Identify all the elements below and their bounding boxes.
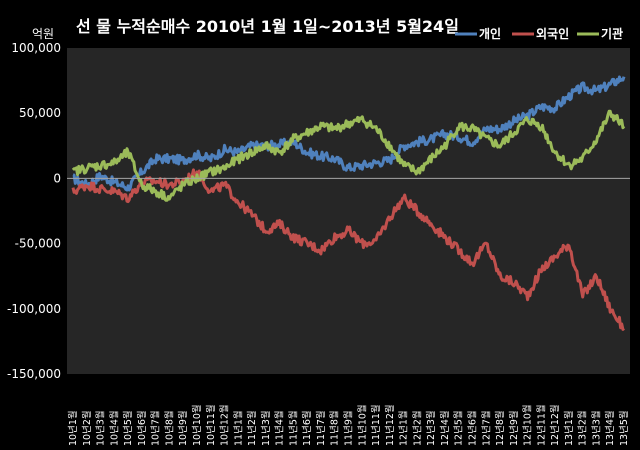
y-tick-label: -100,000 bbox=[7, 302, 61, 316]
x-tick-label: 11년10월 bbox=[356, 404, 368, 446]
x-tick-label: 11년6월 bbox=[301, 410, 313, 446]
x-tick-label: 10년6월 bbox=[136, 410, 148, 446]
x-tick-label: 11년9월 bbox=[343, 410, 355, 446]
x-tick-label: 13년4월 bbox=[604, 410, 616, 446]
x-tick-label: 12년8월 bbox=[494, 410, 506, 446]
x-tick-label: 12년3월 bbox=[425, 410, 437, 446]
x-tick-label: 10년3월 bbox=[95, 410, 107, 446]
x-tick-label: 12년12월 bbox=[549, 404, 561, 446]
x-tick-label: 12년9월 bbox=[508, 410, 520, 446]
legend-label-1: 개인 bbox=[479, 26, 501, 41]
x-tick-label: 10년7월 bbox=[150, 410, 162, 446]
x-tick-label: 12년2월 bbox=[411, 410, 423, 446]
x-tick-label: 10년12월 bbox=[219, 404, 231, 446]
y-tick-label: -50,000 bbox=[15, 237, 61, 251]
x-tick-label: 11년3월 bbox=[260, 410, 272, 446]
x-tick-label: 11년1월 bbox=[232, 410, 244, 446]
legend: 개인 외국인 기관 bbox=[455, 26, 623, 41]
x-tick-label: 11년12월 bbox=[384, 404, 396, 446]
x-tick-label: 10년4월 bbox=[108, 410, 120, 446]
x-tick-label: 13년3월 bbox=[590, 410, 602, 446]
x-tick-label: 10년5월 bbox=[122, 410, 134, 446]
x-tick-label: 13년1월 bbox=[563, 410, 575, 446]
y-tick-label: 50,000 bbox=[19, 106, 61, 120]
x-tick-label: 11년4월 bbox=[274, 410, 286, 446]
series-line-3 bbox=[71, 109, 626, 202]
x-tick-label: 10년11월 bbox=[205, 404, 217, 446]
y-tick-label: 100,000 bbox=[11, 41, 61, 55]
x-tick-label: 12년7월 bbox=[480, 410, 492, 446]
x-tick-label: 13년5월 bbox=[618, 410, 630, 446]
series-line-2 bbox=[71, 168, 626, 331]
plot-area bbox=[67, 48, 630, 374]
y-axis-ticks: -150,000 -100,000 -50,000 0 50,000 100,000 bbox=[7, 41, 61, 381]
x-tick-label: 11년2월 bbox=[246, 410, 258, 446]
series-layer bbox=[71, 75, 626, 331]
x-tick-label: 11년5월 bbox=[287, 410, 299, 446]
chart-title: 선 물 누적순매수 2010년 1월 1일~2013년 5월24일 bbox=[76, 17, 459, 36]
x-tick-label: 10년10월 bbox=[191, 404, 203, 446]
x-tick-label: 12년10월 bbox=[522, 404, 534, 446]
x-tick-label: 12년4월 bbox=[439, 410, 451, 446]
x-tick-label: 12년1월 bbox=[398, 410, 410, 446]
x-tick-label: 10년8월 bbox=[163, 410, 175, 446]
x-tick-label: 11년7월 bbox=[315, 410, 327, 446]
x-tick-label: 11년11월 bbox=[370, 404, 382, 446]
x-tick-label: 12년6월 bbox=[466, 410, 478, 446]
y-tick-label: 0 bbox=[53, 171, 61, 185]
legend-label-3: 기관 bbox=[601, 26, 623, 41]
series-line-1 bbox=[72, 75, 626, 192]
x-axis-ticks: 10년1월 10년2월 10년3월 10년4월 10년5월 10년6월 10년7월 10년8월… bbox=[67, 404, 630, 446]
x-tick-label: 11년8월 bbox=[329, 410, 341, 446]
x-tick-label: 10년1월 bbox=[67, 410, 79, 446]
x-tick-label: 12년5월 bbox=[453, 410, 465, 446]
x-tick-label: 12년11월 bbox=[535, 404, 547, 446]
y-tick-label: -150,000 bbox=[7, 367, 61, 381]
x-tick-label: 10년9월 bbox=[177, 410, 189, 446]
x-tick-label: 10년2월 bbox=[81, 410, 93, 446]
x-tick-label: 13년2월 bbox=[577, 410, 589, 446]
y-axis-unit-label: 억원 bbox=[32, 27, 54, 41]
legend-label-2: 외국인 bbox=[536, 26, 569, 41]
